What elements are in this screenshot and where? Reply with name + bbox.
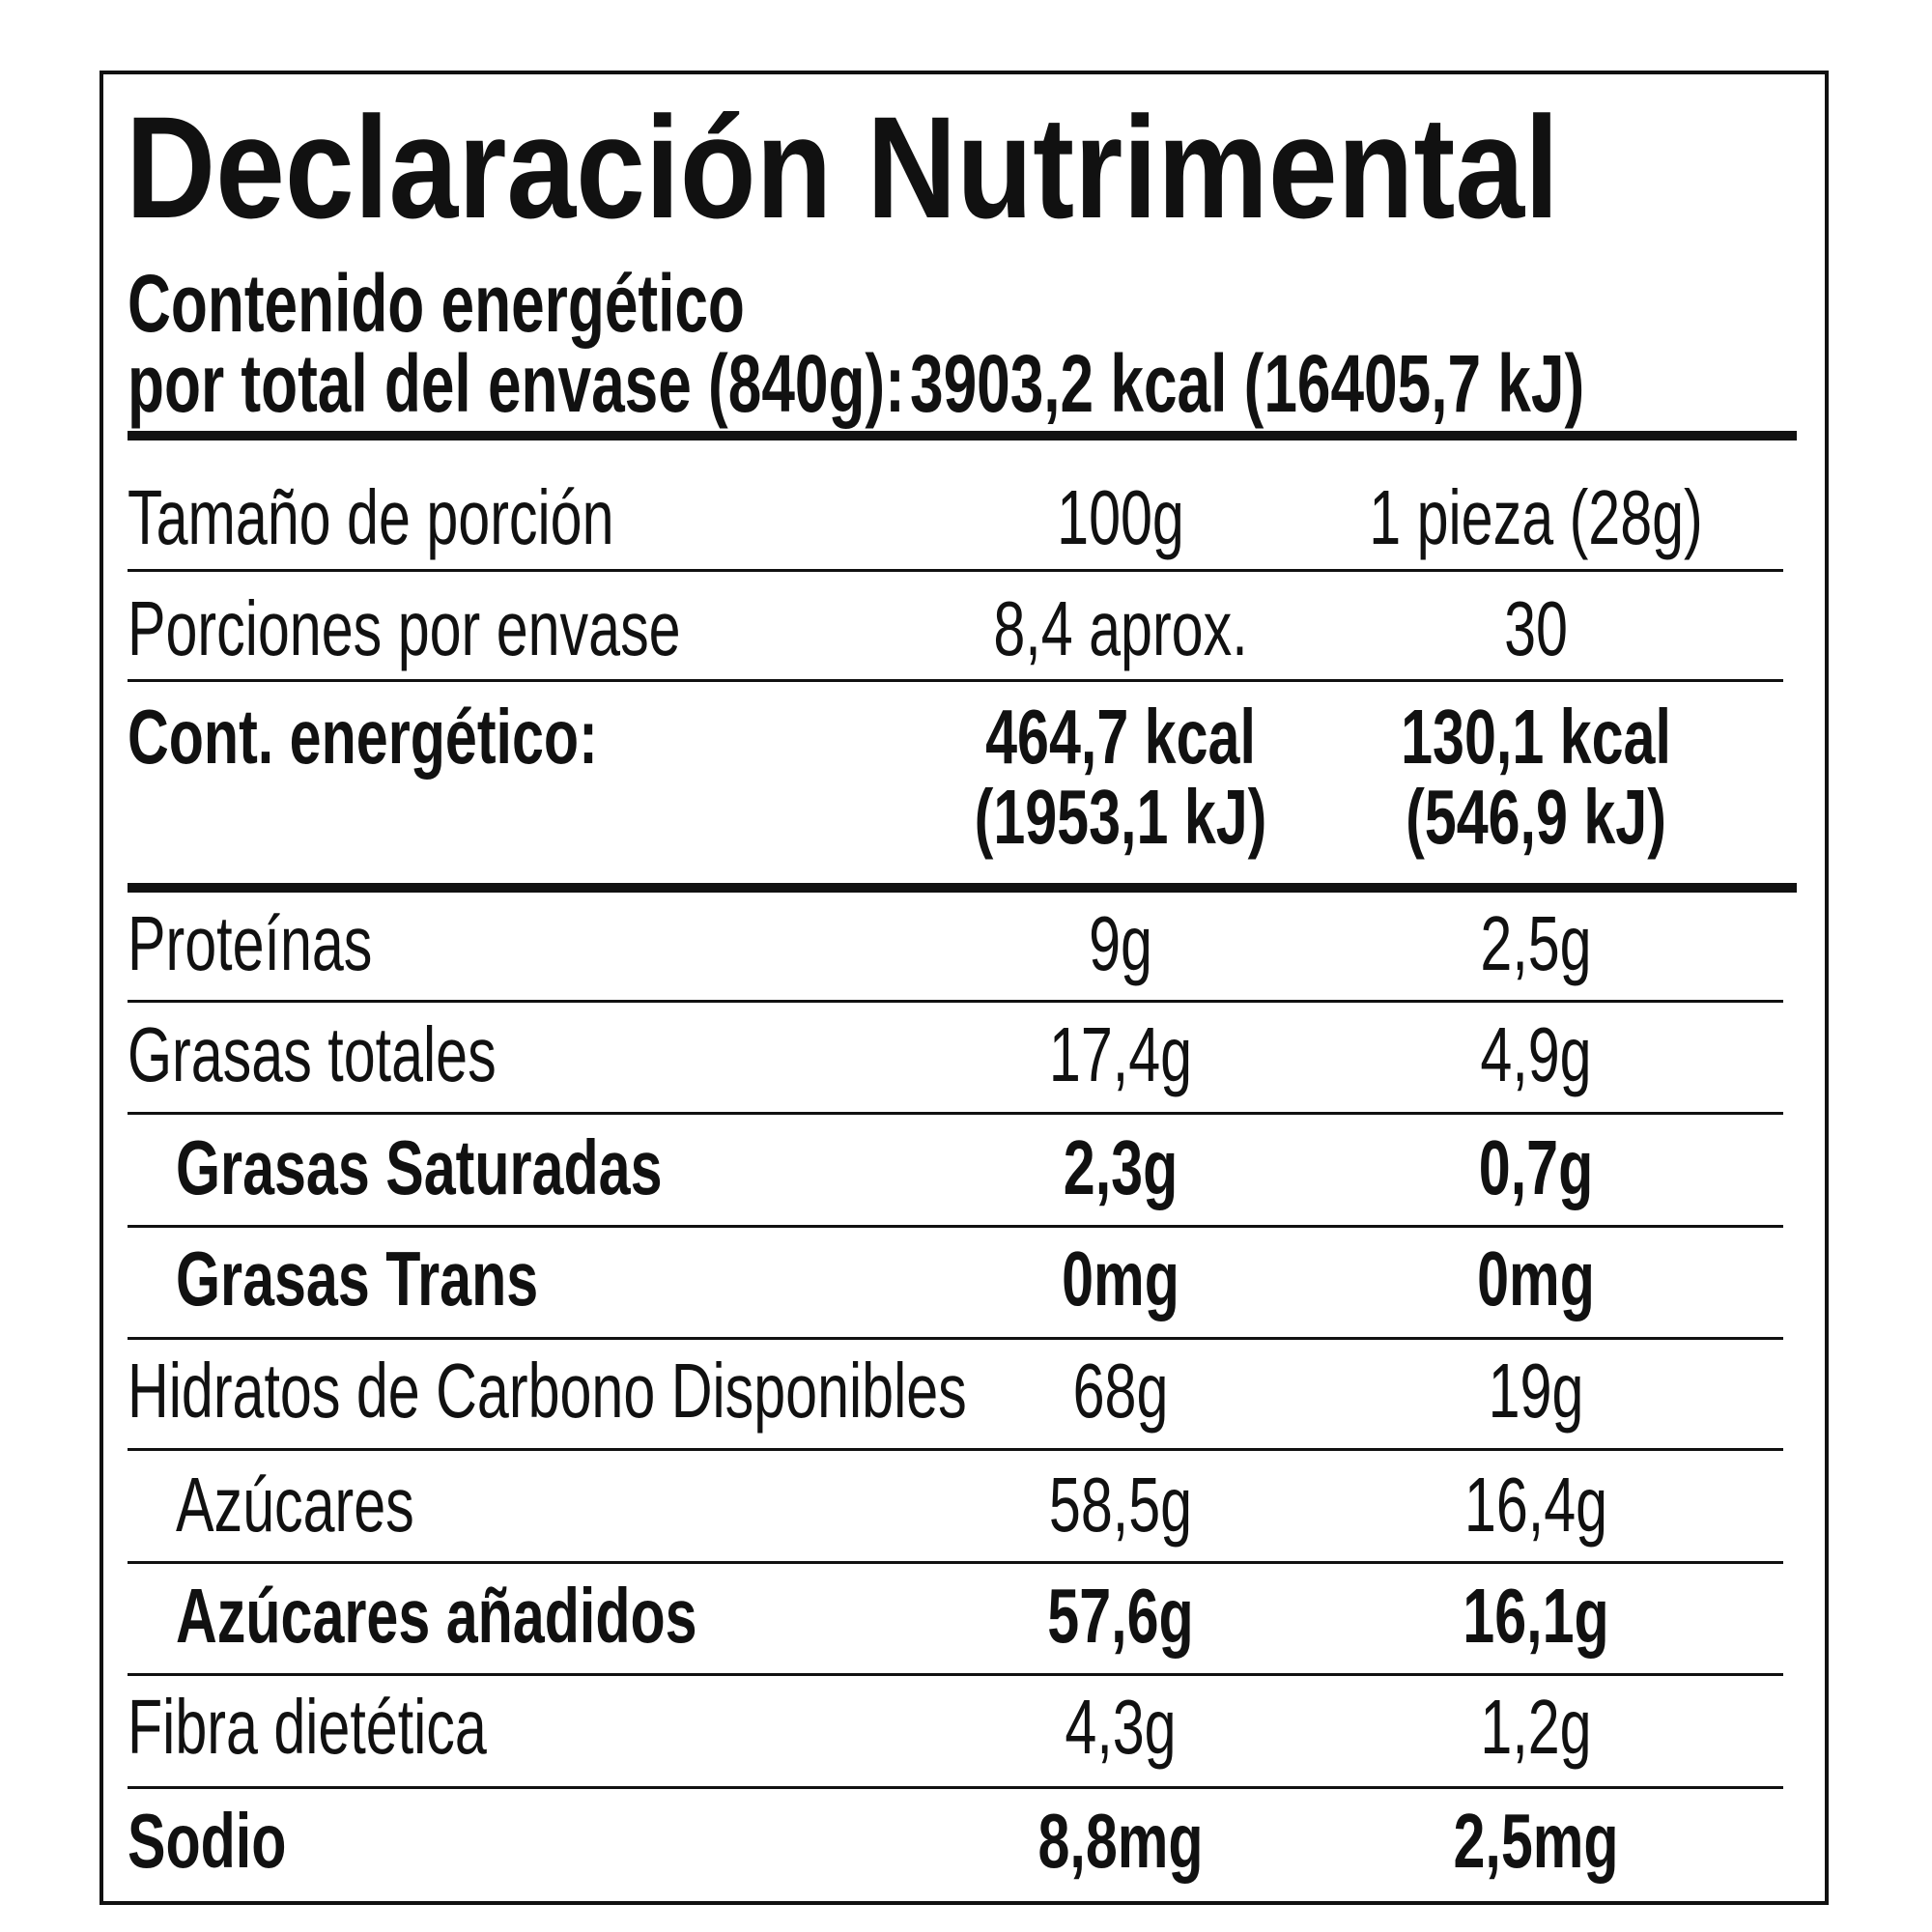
row-rule <box>128 999 1783 1003</box>
row-rule <box>128 1672 1783 1676</box>
nutrient-value: 0,7g <box>1478 1124 1594 1210</box>
nutrient-value: 100g <box>1057 474 1184 560</box>
nutrient-value: 16,4g <box>1463 1462 1608 1548</box>
nutrient-value: 1,2g <box>1480 1684 1592 1770</box>
nutrient-value: 8,4 aprox. <box>993 585 1248 671</box>
nutrient-label: Grasas totales <box>128 1011 497 1097</box>
row-rule <box>128 568 1783 572</box>
nutrient-label: Tamaño de porción <box>128 474 614 560</box>
nutrient-label: Azúcares añadidos <box>176 1573 697 1659</box>
nutrient-value: 1 pieza (28g) <box>1369 474 1703 560</box>
nutrient-value: 4,9g <box>1480 1011 1592 1097</box>
energy-label: por total del envase (840g): <box>128 338 905 429</box>
nutrient-value: 0mg <box>1062 1236 1179 1321</box>
energy-label: Contenido energético <box>128 258 745 349</box>
thick-rule <box>128 883 1797 893</box>
nutrient-value: 57,6g <box>1047 1573 1194 1659</box>
energy-value: 3903,2 kcal (16405,7 kJ) <box>910 338 1585 429</box>
nutrient-label: Proteínas <box>128 900 373 986</box>
nutrient-value: 58,5g <box>1048 1462 1193 1548</box>
row-rule <box>128 1447 1783 1451</box>
nutrient-value: 9g <box>1089 900 1152 986</box>
nutrient-value: 2,5mg <box>1453 1798 1619 1884</box>
nutrient-label: Azúcares <box>176 1462 414 1548</box>
nutrient-value: 17,4g <box>1048 1011 1193 1097</box>
nutrient-value: 2,5g <box>1480 900 1592 986</box>
nutrient-value: 2,3g <box>1063 1124 1179 1210</box>
row-rule <box>128 1224 1783 1228</box>
title: Declaración Nutrimental <box>126 86 1559 248</box>
nutrient-value: 4,3g <box>1065 1684 1177 1770</box>
label-border <box>99 71 1829 1905</box>
nutrient-value: 8,8mg <box>1037 1798 1204 1884</box>
row-rule <box>128 678 1783 682</box>
nutrient-value: (546,9 kJ) <box>1406 774 1666 860</box>
row-rule <box>128 1336 1783 1340</box>
nutrient-value: 464,7 kcal <box>985 694 1256 780</box>
nutrient-label: Porciones por envase <box>128 585 681 671</box>
row-rule <box>128 1560 1783 1564</box>
nutrient-value: 30 <box>1504 585 1568 671</box>
nutrient-value: 16,1g <box>1463 1573 1609 1659</box>
nutrient-label: Cont. energético: <box>128 694 598 780</box>
nutrient-label: Sodio <box>128 1798 287 1884</box>
nutrient-label: Hidratos de Carbono Disponibles <box>128 1348 967 1434</box>
nutrient-label: Fibra dietética <box>128 1684 487 1770</box>
nutrient-label: Grasas Trans <box>176 1236 539 1321</box>
thick-rule <box>128 431 1797 440</box>
row-rule <box>128 1785 1783 1789</box>
nutrient-value: (1953,1 kJ) <box>974 774 1267 860</box>
nutrient-value: 0mg <box>1477 1236 1595 1321</box>
nutrient-value: 130,1 kcal <box>1401 694 1671 780</box>
nutrient-value: 19g <box>1488 1348 1584 1434</box>
row-rule <box>128 1111 1783 1115</box>
nutrient-value: 68g <box>1072 1348 1169 1434</box>
nutrient-label: Grasas Saturadas <box>176 1124 663 1210</box>
